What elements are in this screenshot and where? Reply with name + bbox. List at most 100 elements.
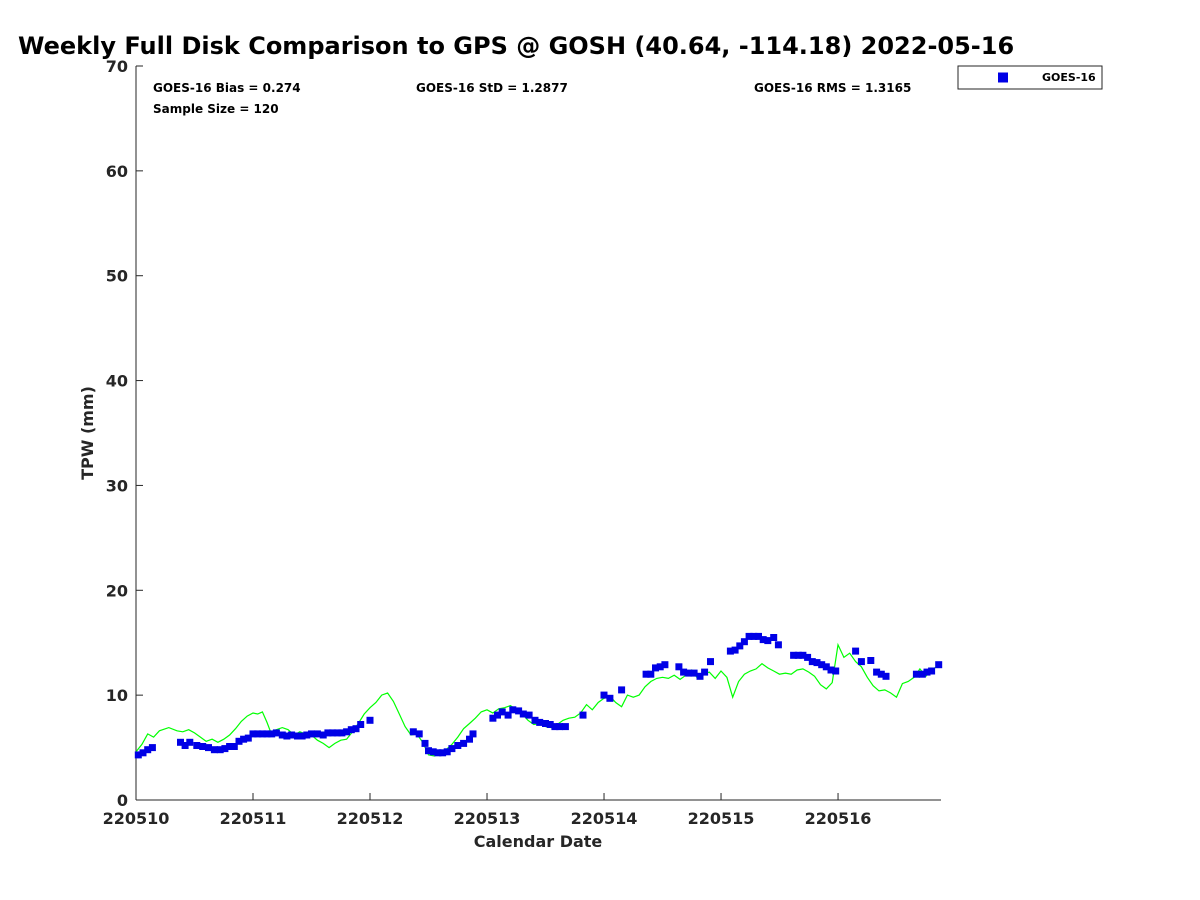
legend-marker (998, 72, 1008, 83)
x-tick-label: 220510 (103, 809, 170, 828)
goes16-point (313, 730, 321, 738)
goes16-point (421, 739, 429, 747)
goes16-point (343, 728, 351, 736)
goes16-point (263, 730, 271, 738)
goes16-point (221, 745, 229, 753)
goes16-point (148, 744, 156, 752)
goes16-point (877, 670, 885, 678)
goes16-point (144, 746, 152, 754)
goes16-point (579, 711, 587, 719)
goes16-point (759, 636, 767, 644)
goes16-point (352, 725, 360, 733)
goes16-point (808, 658, 816, 666)
goes16-point (466, 735, 473, 743)
y-axis-label: TPW (mm) (78, 386, 97, 480)
goes16-point (515, 707, 523, 715)
goes16-point (448, 745, 456, 753)
x-tick-label: 220512 (337, 809, 404, 828)
goes16-point (303, 731, 311, 739)
goes16-point (618, 686, 626, 694)
goes16-point (745, 632, 753, 640)
goes16-point (764, 637, 772, 645)
goes16-point (366, 716, 374, 724)
goes16-point (857, 658, 865, 666)
x-tick-label: 220516 (805, 809, 872, 828)
goes16-point (656, 663, 664, 671)
x-tick-label: 220515 (688, 809, 755, 828)
y-tick-label: 20 (106, 581, 128, 600)
goes16-point (740, 638, 748, 646)
goes16-point (774, 641, 782, 649)
y-tick-label: 0 (117, 791, 128, 810)
goes16-point (542, 720, 549, 727)
y-tick-label: 10 (106, 686, 128, 705)
goes16-point (244, 734, 252, 742)
goes16-point (551, 723, 559, 731)
goes16-point (680, 668, 688, 676)
goes16-point (561, 723, 569, 731)
x-tick-label: 220514 (571, 809, 638, 828)
goes16-point (489, 714, 497, 722)
goes16-point (193, 742, 201, 749)
goes16-point (935, 661, 943, 669)
std-stat: GOES-16 StD = 1.2877 (416, 81, 568, 95)
goes16-point (272, 729, 280, 737)
goes16-point (249, 730, 257, 738)
goes16-point (647, 670, 655, 678)
goes16-point (186, 738, 194, 746)
bias-stat: GOES-16 Bias = 0.274 (153, 81, 301, 95)
goes16-point (804, 653, 812, 661)
goes16-point (770, 634, 778, 641)
goes16-point (469, 730, 477, 738)
goes16-point (882, 672, 890, 680)
goes16-point (324, 729, 332, 737)
goes16-point (333, 729, 341, 737)
goes16-point (199, 743, 207, 750)
goes16-point (661, 661, 669, 669)
goes16-point (258, 730, 266, 738)
goes16-point (822, 663, 830, 671)
goes16-point (536, 718, 544, 726)
goes16-point (494, 711, 501, 719)
y-tick-label: 30 (106, 476, 128, 495)
goes16-point (205, 744, 212, 752)
goes16-point (443, 748, 451, 756)
goes16-point (525, 711, 533, 719)
goes16-point (294, 732, 301, 740)
goes16-point (288, 731, 296, 739)
goes16-point (642, 670, 650, 678)
goes16-point (254, 730, 262, 738)
goes16-point (509, 706, 517, 714)
goes16-point (439, 749, 447, 757)
goes16-point (750, 632, 758, 640)
y-tick-label: 40 (106, 372, 128, 391)
goes16-point (308, 730, 315, 738)
goes16-point (755, 632, 762, 640)
goes16-point (827, 666, 835, 674)
goes16-point (918, 670, 926, 678)
goes16-point (546, 721, 554, 728)
rms-stat: GOES-16 RMS = 1.3165 (754, 81, 911, 95)
legend-box (957, 65, 1103, 90)
x-tick-label: 220511 (220, 809, 287, 828)
goes16-point (912, 670, 920, 678)
goes16-point (726, 647, 734, 655)
sample-size-stat: Sample Size = 120 (153, 102, 279, 116)
goes16-point (696, 672, 704, 680)
y-axis: 0 10 20 30 40 50 60 70 (106, 57, 143, 810)
goes16-point (799, 651, 807, 659)
goes16-point (434, 749, 442, 757)
y-tick-label: 70 (106, 57, 128, 76)
goes16-point (852, 647, 860, 655)
goes16-point (794, 651, 802, 659)
goes16-point (684, 669, 692, 677)
goes16-point (556, 723, 564, 731)
goes16-point (338, 729, 346, 737)
goes16-point (531, 716, 539, 724)
goes16-point (701, 668, 709, 676)
goes16-point (675, 663, 683, 671)
goes16-point (347, 726, 355, 734)
goes16-point (606, 694, 614, 702)
goes16-point (319, 731, 327, 739)
